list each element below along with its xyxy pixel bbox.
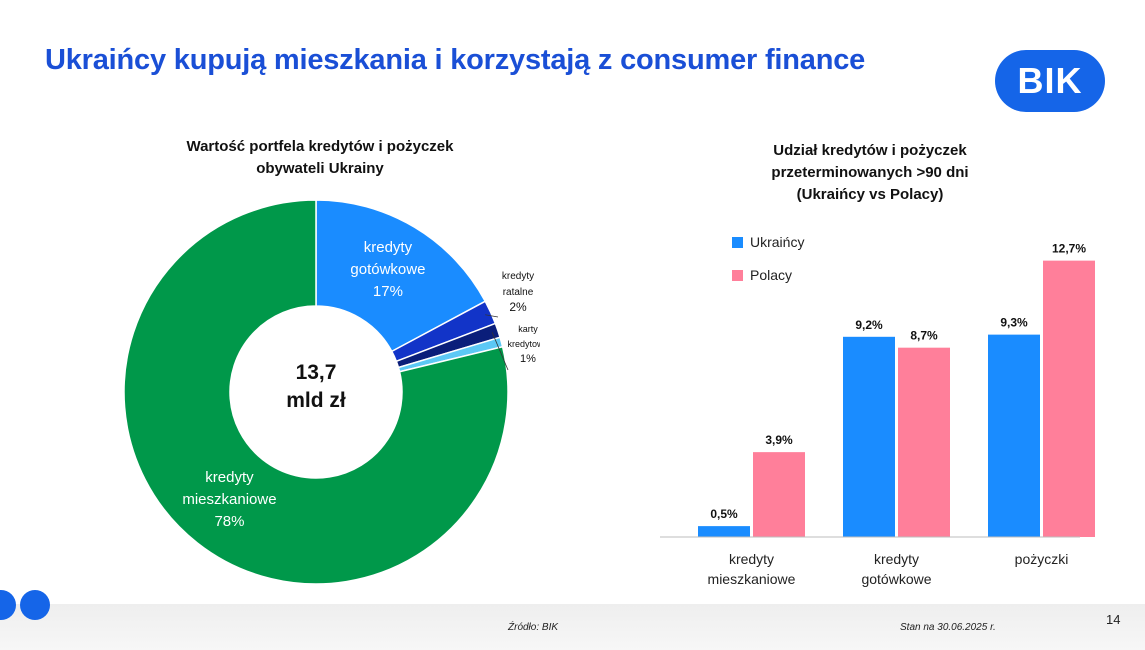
legend-label-ukraincy: Ukraińcy bbox=[750, 234, 804, 250]
donut-label-gotowkowe-1: gotówkowe bbox=[350, 261, 425, 278]
bar-value-label-polacy-1: 8,7% bbox=[910, 329, 938, 343]
donut-leader-ratalne bbox=[485, 314, 499, 318]
donut-label-karty-2: 1% bbox=[520, 353, 536, 365]
bar-ukraincy-2 bbox=[988, 334, 1040, 537]
donut-slice-mieszkaniowe bbox=[123, 199, 509, 585]
nav-next-dot[interactable] bbox=[20, 590, 50, 620]
bar-polacy-2 bbox=[1043, 260, 1095, 537]
page-number: 14 bbox=[1106, 612, 1121, 627]
legend-label-polacy: Polacy bbox=[750, 267, 792, 283]
donut-leader-karty bbox=[491, 332, 509, 371]
donut-label-gotowkowe-0: kredyty bbox=[364, 239, 413, 256]
bar-value-label-ukraincy-0: 0,5% bbox=[710, 507, 738, 521]
donut-label-gotowkowe-2: 17% bbox=[373, 283, 403, 300]
donut-label-karty-1: kredytowe bbox=[507, 339, 540, 349]
category-label-2-0: pożyczki bbox=[1015, 551, 1069, 567]
bar-value-label-polacy-2: 12,7% bbox=[1052, 242, 1086, 256]
donut-label-ratalne-0: kredyty bbox=[502, 271, 534, 282]
donut-label-ratalne-2: 2% bbox=[509, 300, 527, 314]
bar-polacy-1 bbox=[898, 347, 950, 537]
category-label-1-0: kredyty bbox=[874, 551, 919, 567]
donut-center-value: 13,7 bbox=[296, 361, 337, 384]
bar-title-line-1: Udział kredytów i pożyczek bbox=[773, 142, 967, 159]
donut-label-mieszkaniowe-2: 78% bbox=[214, 513, 244, 530]
slide-title: Ukraińcy kupują mieszkania i korzystają … bbox=[45, 44, 866, 76]
donut-chart-title: Wartość portfela kredytów i pożyczek oby… bbox=[150, 136, 490, 180]
category-label-1-1: gotówkowe bbox=[861, 571, 931, 587]
logo-text: BIK bbox=[1017, 60, 1083, 101]
donut-label-karty-0: karty bbox=[518, 324, 538, 334]
bar-chart: Ukraińcy Polacy 0,5% 3,9% 9,2% 8,7% 9,3% 12,7%… bbox=[660, 234, 1095, 587]
bar-title-line-3: (Ukraińcy vs Polacy) bbox=[796, 186, 944, 203]
donut-slice-gotowkowe bbox=[315, 199, 487, 353]
bik-logo: BIK bbox=[995, 50, 1105, 112]
donut-label-mieszkaniowe-0: kredyty bbox=[205, 469, 254, 486]
nav-prev-dot[interactable] bbox=[0, 590, 16, 620]
donut-label-ratalne-1: ratalne bbox=[503, 287, 534, 298]
data-date-note: Stan na 30.06.2025 r. bbox=[900, 622, 996, 633]
footer-bar bbox=[0, 604, 1145, 650]
category-label-0-1: mieszkaniowe bbox=[708, 571, 796, 587]
donut-title-line-1: Wartość portfela kredytów i pożyczek bbox=[186, 138, 454, 155]
bar-ukraincy-0 bbox=[698, 526, 750, 537]
donut-center-unit: mld zł bbox=[286, 389, 346, 412]
bar-polacy-0 bbox=[753, 452, 805, 537]
donut-title-line-2: obywateli Ukrainy bbox=[256, 160, 384, 177]
source-note: Źródło: BIK bbox=[508, 622, 559, 633]
donut-chart: kredyty gotówkowe 17% kredyty ratalne 2% karty… bbox=[123, 199, 540, 585]
donut-label-mieszkaniowe-1: mieszkaniowe bbox=[182, 491, 276, 508]
legend-swatch-ukraincy bbox=[732, 237, 743, 248]
legend-swatch-polacy bbox=[732, 270, 743, 281]
bar-value-label-ukraincy-2: 9,3% bbox=[1000, 316, 1028, 330]
bar-ukraincy-1 bbox=[843, 336, 895, 537]
category-label-0-0: kredyty bbox=[729, 551, 774, 567]
bar-chart-title: Udział kredytów i pożyczek przeterminowa… bbox=[700, 140, 1040, 206]
bar-value-label-ukraincy-1: 9,2% bbox=[855, 318, 883, 332]
bar-title-line-2: przeterminowanych >90 dni bbox=[771, 164, 969, 181]
bar-value-label-polacy-0: 3,9% bbox=[765, 433, 793, 447]
